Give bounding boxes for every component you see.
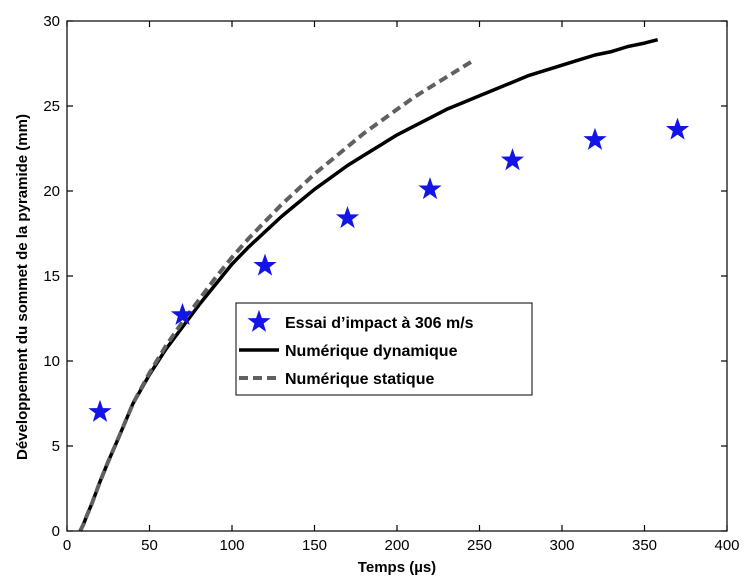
series-line-static: [78, 60, 473, 532]
y-axis-label: Développement du sommet de la pyramide (…: [14, 114, 31, 460]
axis-ticks: 0 50 100 150 200 250 300 350 400 0 5 10 15 20 25 30: [43, 13, 739, 554]
data-point-star: [335, 205, 360, 229]
x-tick-label: 300: [549, 537, 574, 554]
legend-entry-label: Essai d’impact à 306 m/s: [285, 315, 474, 332]
y-tick-label: 0: [52, 523, 60, 540]
x-tick-label: 200: [384, 537, 409, 554]
legend-entry-label: Numérique dynamique: [285, 343, 458, 360]
data-point-star: [253, 253, 277, 276]
legend-entry-label: Numérique statique: [285, 371, 434, 388]
axes-frame: [66, 20, 728, 532]
x-tick-label: 250: [467, 537, 492, 554]
data-point-star: [418, 177, 442, 200]
x-tick-label: 50: [141, 537, 158, 554]
x-tick-label: 150: [302, 537, 327, 554]
y-tick-label: 25: [43, 98, 60, 115]
x-tick-label: 400: [714, 537, 739, 554]
data-point-star: [88, 399, 112, 422]
legend: Essai d’impact à 306 m/s Numérique dynami…: [235, 302, 533, 396]
data-point-star: [583, 127, 607, 150]
y-tick-label: 30: [43, 13, 60, 30]
x-tick-label: 100: [219, 537, 244, 554]
data-point-star: [170, 302, 195, 325]
plot-area: [78, 38, 690, 532]
data-point-star: [500, 148, 525, 171]
x-tick-label: 350: [632, 537, 657, 554]
legend-box: [235, 302, 533, 396]
y-tick-label: 10: [43, 353, 60, 370]
y-tick-label: 15: [43, 268, 60, 285]
y-tick-label: 5: [52, 438, 60, 455]
x-axis-label: Temps (µs): [358, 559, 436, 576]
series-line-dynamic: [78, 38, 659, 532]
data-point-star: [665, 117, 690, 140]
legend-star-icon: [247, 309, 271, 332]
x-tick-label: 0: [63, 537, 71, 554]
y-tick-label: 20: [43, 183, 60, 200]
